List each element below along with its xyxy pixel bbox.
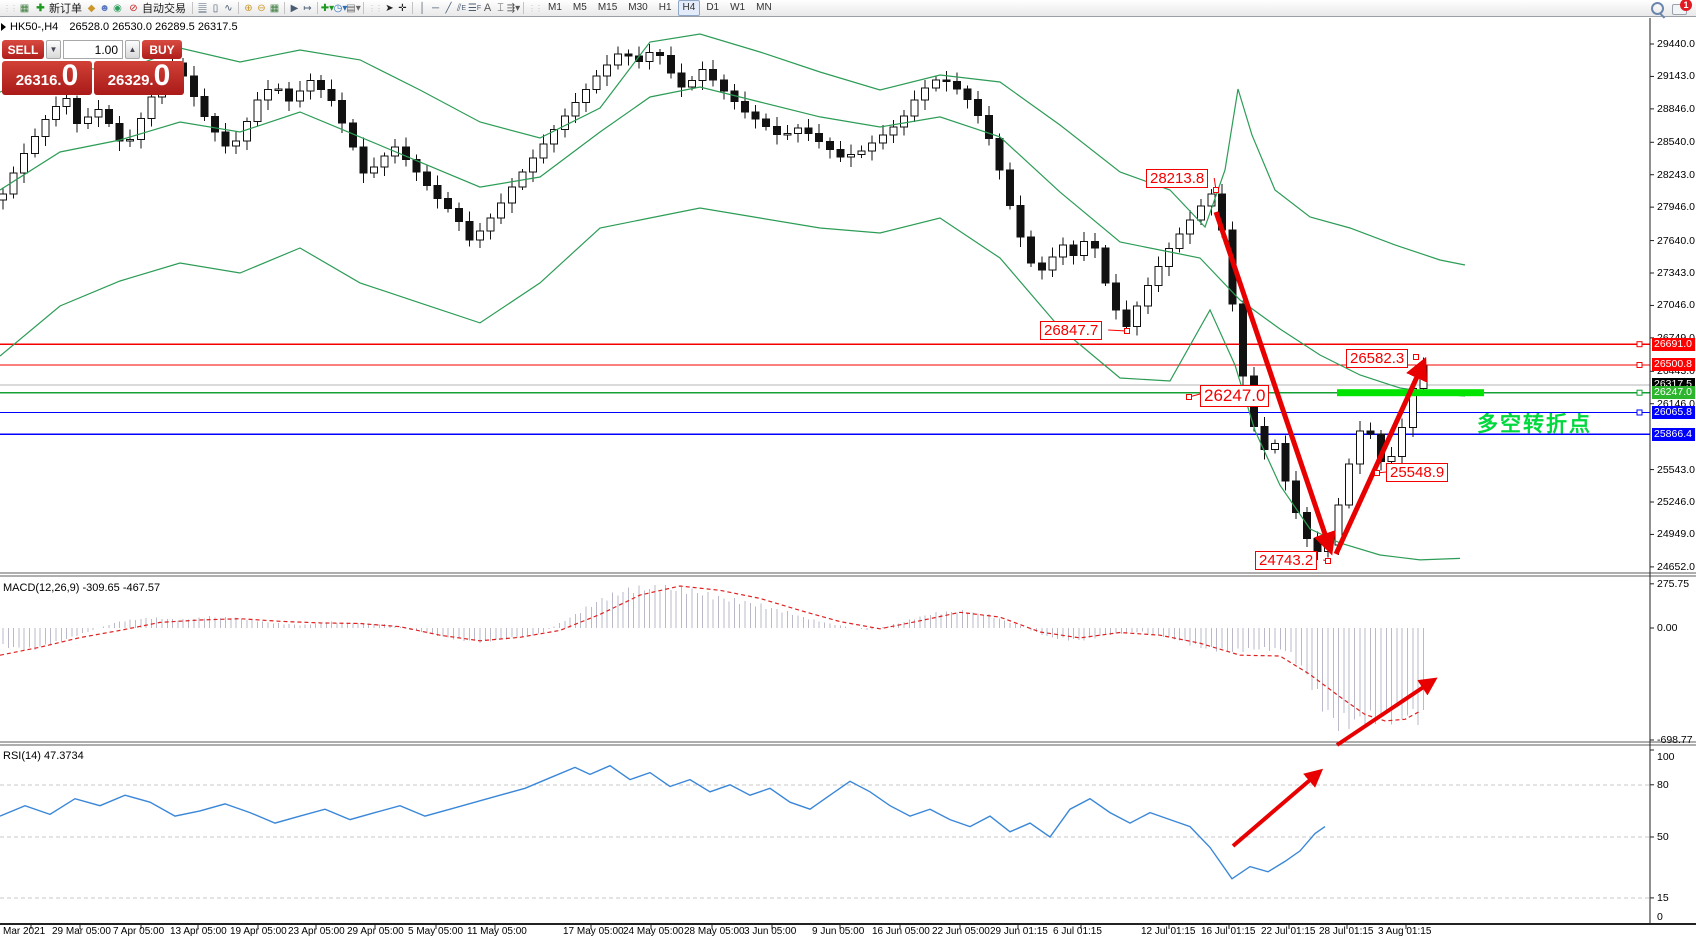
- buy-button[interactable]: BUY: [142, 40, 182, 59]
- fibonacci-icon[interactable]: ☰ F: [467, 2, 482, 14]
- zoom-out-icon[interactable]: ⊖: [257, 2, 266, 14]
- candle-chart-icon[interactable]: ▯: [212, 2, 219, 14]
- chat-icon[interactable]: 1: [1672, 0, 1692, 15]
- vertical-line-icon[interactable]: │: [419, 2, 426, 14]
- zoom-in-icon[interactable]: ⊕: [244, 2, 253, 14]
- toolbar-separator: [238, 2, 239, 14]
- new-order-label: 新订单: [49, 3, 82, 15]
- toolbar-grip: ⋮⋮: [528, 3, 543, 13]
- autotrading-stop-icon: ⊘: [129, 2, 138, 14]
- channel-icon[interactable]: ⫽ E: [456, 2, 467, 14]
- volume-up-spinner[interactable]: ▲: [125, 40, 140, 59]
- market-watch-icon[interactable]: ◆: [87, 2, 96, 14]
- profile-icon[interactable]: ☻: [99, 2, 110, 14]
- timeframe-button-mn[interactable]: MN: [756, 2, 772, 13]
- toolbar-grip: ⋮⋮: [3, 3, 18, 13]
- toolbar-grip: ⋮⋮: [368, 3, 383, 13]
- auto-scroll-icon[interactable]: ▶: [290, 2, 299, 14]
- sell-button[interactable]: SELL: [2, 40, 44, 59]
- trendline-icon[interactable]: ╱: [445, 2, 452, 14]
- tile-windows-icon[interactable]: ▦: [269, 2, 280, 14]
- buy-price-int: 26329: [107, 72, 150, 89]
- one-click-trading-panel: SELL ▼ 1.00 ▲ BUY 26316. 0 26329. 0: [2, 40, 184, 95]
- toolbar-separator: [284, 2, 285, 14]
- timeframe-toolbar: M1 M5 M15 M30 H1 H4 D1 W1 MN: [543, 0, 777, 16]
- text-icon[interactable]: A: [483, 1, 492, 14]
- rsi-label: RSI(14) 47.3734: [3, 750, 84, 762]
- timeframe-button-h4[interactable]: H4: [677, 0, 701, 16]
- chart-title: HK50-,H4 26528.0 26530.0 26289.5 26317.5: [10, 21, 238, 33]
- signal-icon[interactable]: ◉: [113, 2, 122, 14]
- toolbar-separator: [412, 2, 413, 14]
- crosshair-icon[interactable]: ✛: [398, 2, 407, 14]
- turning-point-note: 多空转折点: [1477, 413, 1592, 436]
- timeframe-button-m30[interactable]: M30: [628, 2, 648, 13]
- timeframe-button-m15[interactable]: M15: [597, 2, 618, 13]
- volume-down-spinner[interactable]: ▼: [46, 40, 61, 59]
- toolbar-right: 1: [1651, 0, 1694, 15]
- timeframe-button-h1[interactable]: H1: [658, 2, 672, 13]
- line-chart-icon[interactable]: ∿: [224, 2, 233, 14]
- chart-window-icon[interactable]: ▦: [19, 2, 30, 14]
- autotrading-button[interactable]: ⊘ 自动交易: [124, 1, 189, 16]
- search-icon[interactable]: [1651, 1, 1664, 15]
- toolbar-separator: [363, 2, 364, 14]
- toolbar-separator: [523, 2, 524, 14]
- bar-chart-icon[interactable]: 𝄛: [198, 2, 207, 14]
- collapse-triangle-icon[interactable]: [1, 23, 6, 31]
- new-order-icon: ✚: [36, 2, 45, 14]
- timeframe-button-d1[interactable]: D1: [706, 2, 720, 13]
- sell-price-big-digit: 0: [61, 59, 79, 92]
- volume-input[interactable]: 1.00: [63, 40, 123, 59]
- sell-price-int: 26316: [15, 72, 58, 89]
- periods-icon[interactable]: ◷▾: [333, 2, 348, 14]
- macd-label: MACD(12,26,9) -309.65 -467.57: [3, 582, 161, 594]
- cursor-icon[interactable]: ➤: [385, 2, 394, 14]
- timeframe-button-m1[interactable]: M1: [548, 2, 562, 13]
- text-label-icon[interactable]: ⌶: [497, 1, 504, 14]
- chart-shift-icon[interactable]: ↦: [303, 2, 312, 14]
- chat-badge: 1: [1680, 0, 1692, 11]
- horizontal-line-icon[interactable]: ─: [431, 2, 440, 14]
- toolbar-separator: [317, 2, 318, 14]
- arrows-icon[interactable]: ⇶▾: [506, 2, 521, 14]
- buy-price-big-digit: 0: [153, 59, 171, 92]
- buy-price-box[interactable]: 26329. 0: [94, 61, 184, 95]
- toolbar-separator: [192, 2, 193, 14]
- autotrading-label: 自动交易: [142, 3, 186, 15]
- indicators-icon[interactable]: ✚▾: [320, 2, 335, 14]
- templates-icon[interactable]: ▤▾: [346, 2, 361, 14]
- new-order-button[interactable]: ✚ 新订单: [31, 1, 85, 16]
- toolbar: ⋮⋮ ▦ ✚ 新订单 ◆ ☻ ◉ ⊘ 自动交易 𝄛 ▯ ∿ ⊕ ⊖ ▦ ▶ ↦ …: [0, 0, 1696, 17]
- timeframe-button-m5[interactable]: M5: [572, 2, 587, 13]
- chart-symbol: HK50-,H4: [10, 21, 59, 33]
- chart-ohlc: 26528.0 26530.0 26289.5 26317.5: [69, 21, 238, 33]
- timeframe-button-w1[interactable]: W1: [730, 2, 746, 13]
- sell-price-box[interactable]: 26316. 0: [2, 61, 92, 95]
